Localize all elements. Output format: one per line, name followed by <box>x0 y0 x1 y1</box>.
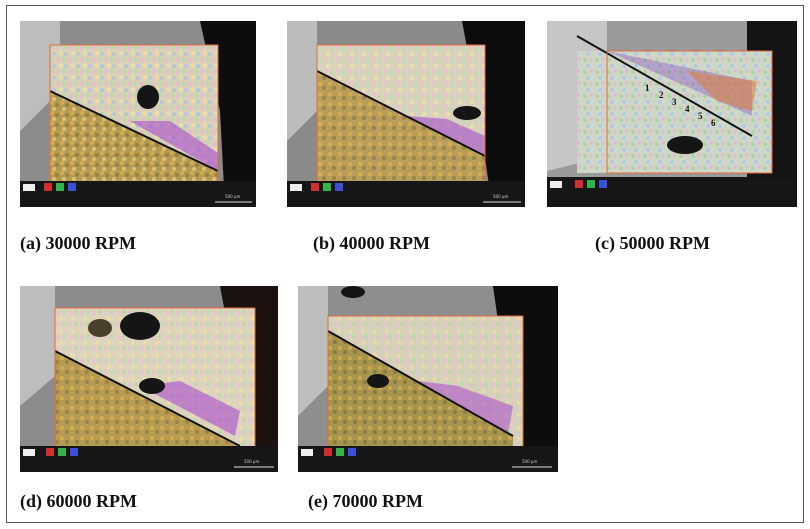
scale-bar-label: 500 μm <box>225 194 240 199</box>
eds-legend-swatch <box>44 183 52 191</box>
micrograph-c: 1 2 3 4 5 6 <box>547 21 797 207</box>
point-label: 5 <box>698 111 703 121</box>
scale-bar-label: 500 μm <box>493 194 508 199</box>
point-label: 6 <box>711 118 716 128</box>
micrograph-b: 500 μm <box>287 21 525 207</box>
eds-legend-swatch <box>68 183 76 191</box>
eds-legend-swatch <box>56 183 64 191</box>
point-label: 4 <box>685 104 690 114</box>
micrograph-a: 500 μm <box>20 21 256 207</box>
micrograph-e: 500 μm <box>298 286 558 472</box>
scale-bar-label: 500 μm <box>244 459 259 464</box>
caption-b: (b) 40000 RPM <box>313 233 430 253</box>
caption-e: (e) 70000 RPM <box>308 491 423 511</box>
point-label: 3 <box>672 97 677 107</box>
micrograph-d: 500 μm <box>20 286 278 472</box>
caption-a: (a) 30000 RPM <box>20 233 136 253</box>
caption-c: (c) 50000 RPM <box>595 233 710 253</box>
figure-frame: 500 μm (a) 30000 RPM <box>6 5 804 523</box>
caption-d: (d) 60000 RPM <box>20 491 137 511</box>
point-label: 1 <box>645 83 650 93</box>
point-label: 2 <box>659 90 664 100</box>
scale-bar-label: 500 μm <box>522 459 537 464</box>
